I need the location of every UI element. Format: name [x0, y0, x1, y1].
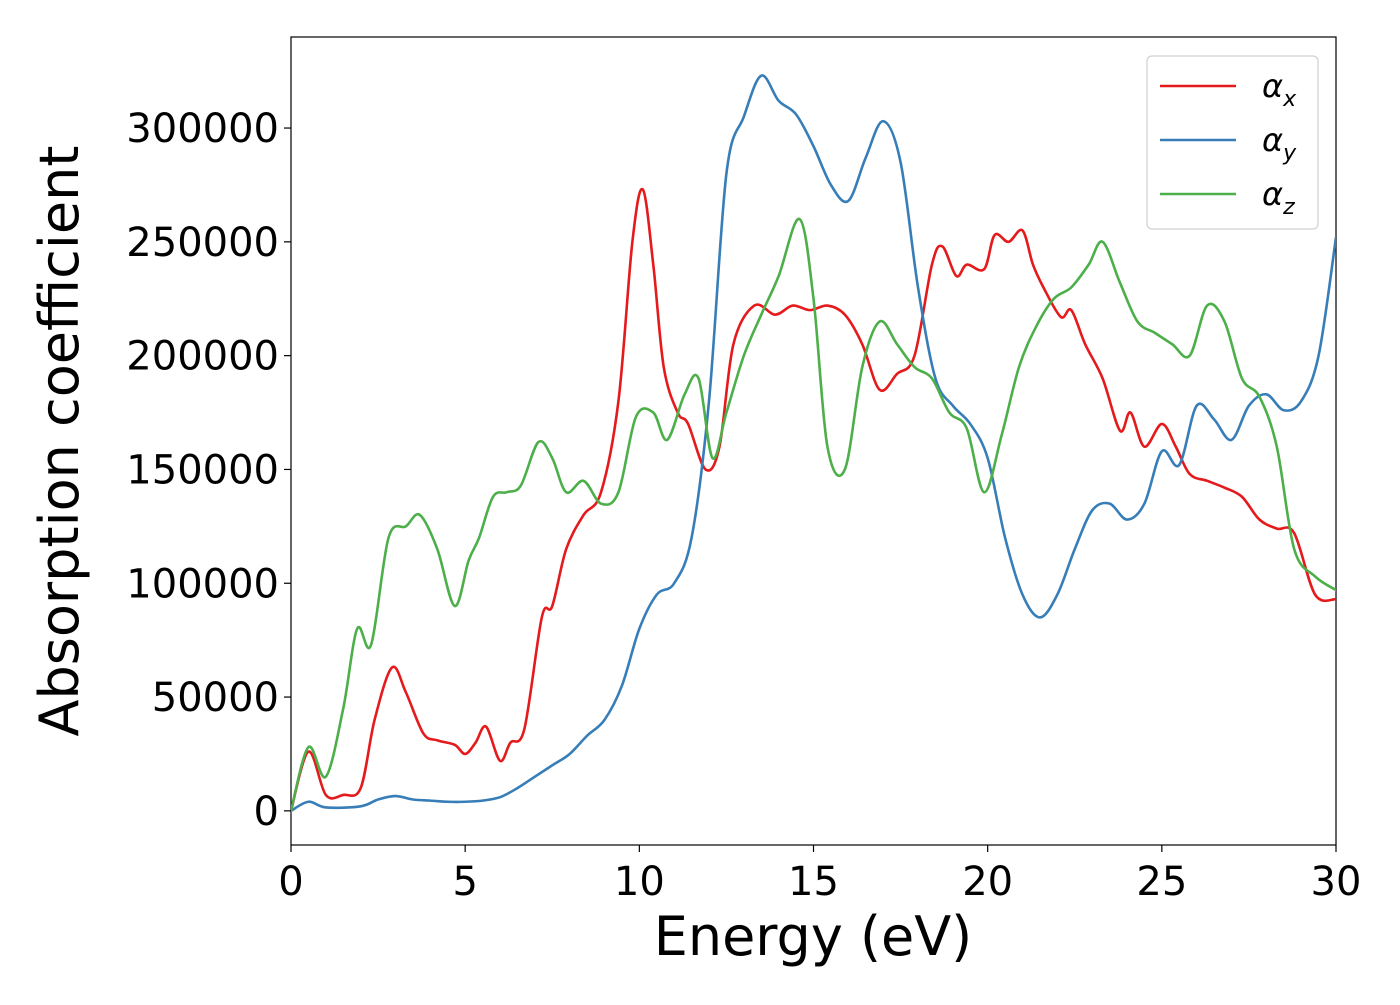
x-axis-title: Energy (eV) [654, 905, 973, 968]
x-ticks: 0 5 10 15 20 25 30 [278, 845, 1361, 905]
x-tick-label: 25 [1136, 859, 1187, 905]
x-tick-label: 30 [1311, 859, 1362, 905]
y-tick-label: 300000 [126, 106, 279, 152]
y-tick-label: 100000 [126, 561, 279, 607]
legend-box [1146, 55, 1319, 230]
series-line-alpha-y [291, 74, 1336, 813]
y-tick-label: 0 [254, 789, 279, 835]
legend-label-alpha-z: αz [1262, 175, 1295, 220]
y-tick-label: 250000 [126, 220, 279, 266]
y-tick-label: 50000 [152, 675, 279, 721]
series-line-alpha-z [291, 217, 1336, 813]
x-tick-label: 20 [962, 859, 1013, 905]
y-axis-title: Absorption coefficient [28, 146, 91, 737]
series-layer [291, 74, 1336, 813]
x-tick-label: 0 [278, 859, 303, 905]
y-tick-label: 150000 [126, 447, 279, 493]
x-tick-label: 10 [614, 859, 665, 905]
y-ticks: 0 50000 100000 150000 200000 250000 300000 [126, 106, 291, 835]
series-line-alpha-x [291, 187, 1336, 813]
y-tick-label: 200000 [126, 334, 279, 380]
x-tick-label: 5 [452, 859, 477, 905]
x-tick-label: 15 [788, 859, 839, 905]
